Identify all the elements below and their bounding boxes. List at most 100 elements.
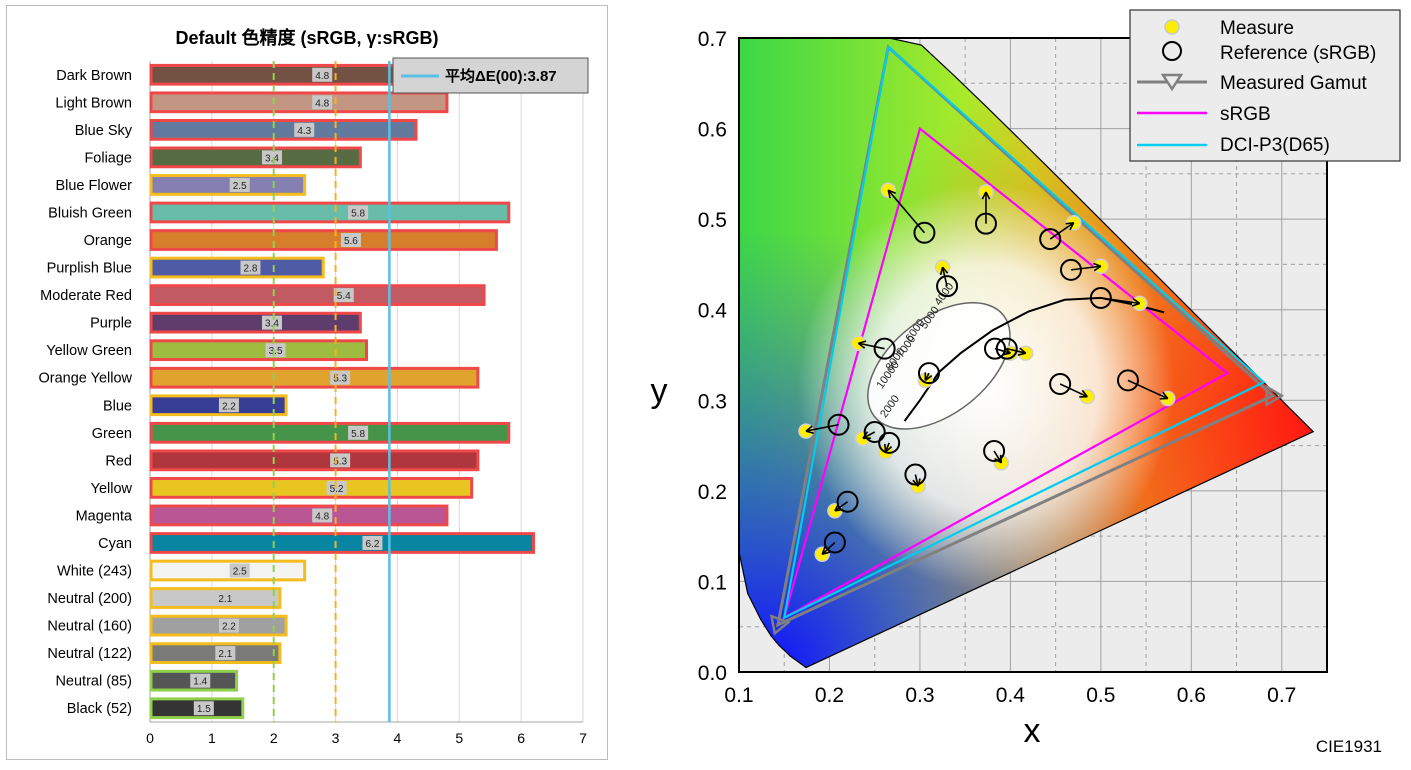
error-arrow-head xyxy=(1131,298,1141,307)
bar-value-label: 5.8 xyxy=(351,429,365,440)
bar-legend: 平均ΔE(00):3.87 xyxy=(392,57,589,94)
bar-category-label: Neutral (160) xyxy=(47,619,132,635)
reference-point xyxy=(1116,369,1139,392)
reference-point xyxy=(913,221,936,244)
error-arrow-head xyxy=(1002,347,1011,356)
cie-x-tick-label: 0.4 xyxy=(996,684,1026,707)
bar-category-label: Yellow xyxy=(91,481,133,497)
error-arrow-line xyxy=(834,501,849,512)
bar xyxy=(149,477,474,499)
bar xyxy=(149,504,449,527)
bar-category-label: Green xyxy=(92,426,132,442)
x-axis-label: x xyxy=(1024,712,1041,750)
legend-reference-label: Reference (sRGB) xyxy=(1220,43,1376,64)
legend-reference-marker xyxy=(1162,41,1182,61)
bar-category-label: Moderate Red xyxy=(40,288,132,304)
bar-category-label: Black (52) xyxy=(67,701,132,717)
bar-category-label: Purple xyxy=(90,316,132,332)
cie-x-tick-label: 0.5 xyxy=(1086,684,1115,707)
bar-x-tick-label: 7 xyxy=(579,730,587,746)
cie-y-tick-label: 0.5 xyxy=(698,209,727,232)
error-arrow-head xyxy=(1093,262,1102,272)
bar-value-label-bg xyxy=(190,673,211,688)
reference-point xyxy=(904,463,927,486)
reference-point xyxy=(983,440,1006,463)
bar-value-label: 5.3 xyxy=(333,374,347,385)
bar-category-label: Foliage xyxy=(84,150,132,166)
cie-y-tick-label: 0.6 xyxy=(698,119,727,142)
bar-value-label-bg xyxy=(294,122,315,137)
error-arrow-line xyxy=(914,474,919,487)
y-axis-label: y xyxy=(651,372,668,410)
bar xyxy=(149,146,362,169)
bar-value-label: 3.4 xyxy=(265,319,279,330)
error-arrow-line xyxy=(1006,347,1026,354)
legend-dcip3-label: DCI-P3(D65) xyxy=(1220,135,1330,156)
cie-x-tick-label: 0.2 xyxy=(815,684,844,707)
bar-value-label-bg xyxy=(362,535,383,550)
bar-value-label-bg xyxy=(333,288,354,303)
bar-x-tick-label: 0 xyxy=(146,730,154,746)
error-arrow-head xyxy=(1159,391,1169,400)
bar-category-label: Blue Sky xyxy=(75,123,133,139)
bar-category-label: Purplish Blue xyxy=(47,261,132,277)
error-arrow-line xyxy=(1070,265,1101,271)
cie-y-tick-label: 0.4 xyxy=(698,300,728,323)
cie-x-tick-label: 0.6 xyxy=(1177,684,1206,707)
bar-value-label-bg xyxy=(312,508,333,523)
bar-x-tick-label: 3 xyxy=(332,730,340,746)
bar-value-label: 5.8 xyxy=(351,208,365,219)
color-accuracy-bar-chart: Default 色精度 (sRGB, γ:sRGB) 4.8 4.8 4.3 3.4 2… xyxy=(6,5,608,760)
bar-value-label: 4.8 xyxy=(315,511,329,522)
bar xyxy=(149,559,307,582)
bar xyxy=(149,174,307,196)
bar-value-label-bg xyxy=(215,591,236,606)
bar-category-label: Yellow Green xyxy=(46,343,132,359)
bar-value-label: 4.3 xyxy=(297,126,311,137)
error-arrow-head xyxy=(994,454,1003,464)
error-arrow-line xyxy=(1049,222,1075,240)
bar xyxy=(149,339,368,362)
error-arrow-head xyxy=(887,189,896,199)
bar xyxy=(149,532,536,554)
cie-x-tick-label: 0.1 xyxy=(724,684,753,707)
bar xyxy=(149,614,288,637)
bar-value-label: 5.6 xyxy=(344,236,358,247)
bar xyxy=(149,118,418,141)
bar-value-label-bg xyxy=(229,177,250,192)
bar-category-label: Neutral (200) xyxy=(47,591,132,607)
bar-value-label: 3.4 xyxy=(265,153,279,164)
bar-value-label: 2.1 xyxy=(218,649,232,660)
reference-point xyxy=(1039,228,1062,251)
bar-x-tick-label: 2 xyxy=(270,730,278,746)
error-arrow-head xyxy=(1065,221,1075,231)
reference-point xyxy=(878,431,901,454)
legend-measure-marker xyxy=(1164,19,1180,35)
bar xyxy=(149,394,288,417)
error-arrow-head xyxy=(924,372,933,382)
legend-gamut-triangle-icon xyxy=(1160,73,1184,92)
bar-value-label-bg xyxy=(261,315,282,330)
bar-x-tick-label: 4 xyxy=(394,730,402,746)
measure-point xyxy=(1093,258,1109,274)
bar-marks: 4.8 4.8 4.3 3.4 2.5 5.8 5.6 2.8 5.4 3.4 3.5 5.3 2.2 5… xyxy=(149,63,536,720)
bar-x-tick-label: 5 xyxy=(455,730,463,746)
legend-srgb-label: sRGB xyxy=(1220,104,1271,125)
cie-tick-labels: 0.1 0.2 0.3 0.4 0.5 0.6 0.70.00.10.20.30.40.50… xyxy=(698,28,1297,707)
measure-point xyxy=(798,423,814,439)
bar-value-label: 2.5 xyxy=(233,567,247,578)
bar xyxy=(149,449,480,472)
error-arrow-line xyxy=(1059,383,1088,398)
cie-legend: Measure Reference (sRGB) Measured Gamut … xyxy=(1129,9,1401,162)
cie-y-tick-label: 0.3 xyxy=(698,390,727,413)
bar-value-label-bg xyxy=(340,233,361,248)
bar-category-label: Neutral (122) xyxy=(47,646,132,662)
bar-category-label: Cyan xyxy=(98,536,132,552)
bar-value-label: 5.2 xyxy=(330,484,344,495)
bar-value-label-bg xyxy=(348,425,369,440)
bar-value-label: 2.2 xyxy=(222,401,236,412)
cie-y-tick-label: 0.1 xyxy=(698,571,727,594)
bar-value-label-bg xyxy=(193,701,214,716)
bar-value-label: 3.5 xyxy=(269,346,283,357)
